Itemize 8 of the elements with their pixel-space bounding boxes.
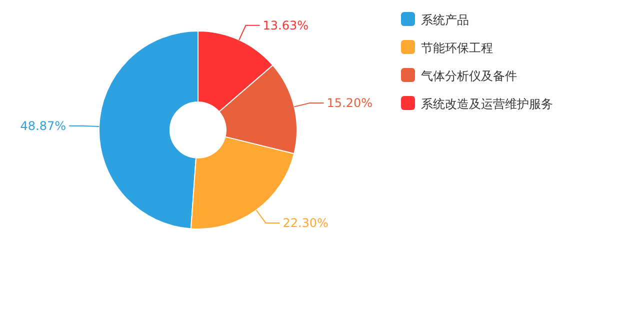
data-label: 15.20% [326, 96, 373, 110]
legend-label: 系统产品 [421, 13, 469, 27]
legend-label: 气体分析仪及备件 [421, 69, 517, 83]
data-label: 13.63% [262, 18, 309, 32]
data-label: 48.87% [20, 118, 66, 133]
data-label: 22.30% [282, 216, 328, 230]
legend-label: 系统改造及运营维护服务 [421, 97, 553, 111]
legend-label: 节能环保工程 [421, 41, 493, 55]
